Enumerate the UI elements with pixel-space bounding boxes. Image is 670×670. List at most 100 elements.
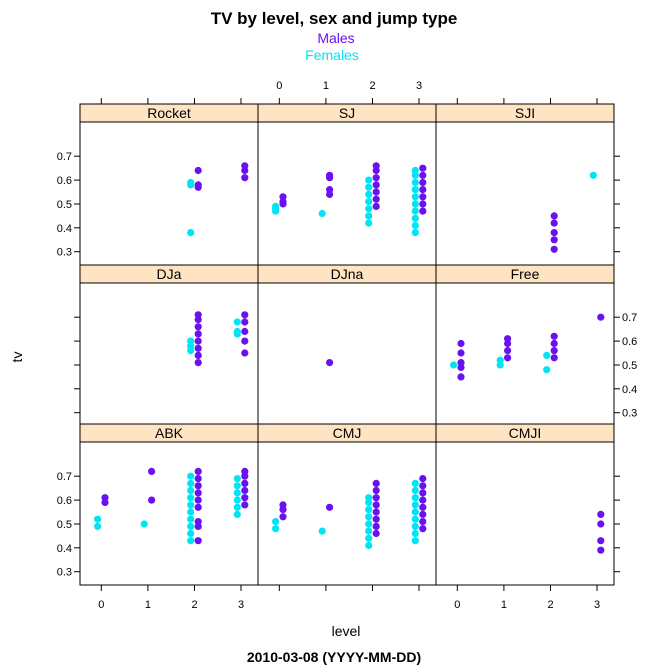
panel-frame-cmj <box>257 441 437 586</box>
point-cmj-males-8 <box>372 501 380 509</box>
point-cmj-males-6 <box>372 515 380 523</box>
point-sji-males-4 <box>550 245 558 253</box>
strip-label-dja: DJa <box>157 266 182 282</box>
y-tick-label-left-0-0.6: 0.6 <box>57 175 72 187</box>
point-cmj-females-0 <box>272 518 280 526</box>
point-abk-males-16 <box>241 479 249 487</box>
point-abk-males-6 <box>194 518 202 526</box>
point-free-males-2 <box>457 359 465 367</box>
point-dja-females-2 <box>187 347 195 355</box>
point-dja-males-9 <box>241 337 249 345</box>
point-cmj-females-15 <box>411 508 419 516</box>
point-abk-females-12 <box>187 472 195 480</box>
point-sj-females-14 <box>411 207 419 215</box>
point-free-females-4 <box>543 351 551 359</box>
point-abk-females-16 <box>233 489 241 497</box>
point-cmj-females-4 <box>365 534 373 542</box>
point-sj-females-4 <box>365 219 373 227</box>
x-tick-label-bottom-2-0: 0 <box>454 599 460 611</box>
point-dja-males-0 <box>194 359 202 367</box>
point-abk-females-0 <box>94 515 102 523</box>
point-sj-females-13 <box>411 214 419 222</box>
point-free-males-9 <box>550 354 558 362</box>
point-sj-females-17 <box>411 186 419 194</box>
point-cmj-males-15 <box>419 503 427 511</box>
point-abk-males-3 <box>148 496 156 504</box>
point-abk-males-1 <box>101 498 109 507</box>
y-tick-label-left-2-0.5: 0.5 <box>57 519 72 531</box>
point-cmji-males-3 <box>597 546 605 554</box>
panel-frame-rocket <box>79 121 259 266</box>
point-sj-males-10 <box>372 181 380 189</box>
y-tick-label-left-0-0.3: 0.3 <box>57 247 72 259</box>
y-tick-label-left-2-0.6: 0.6 <box>57 495 72 507</box>
point-abk-females-6 <box>187 515 195 523</box>
point-sj-males-18 <box>419 178 427 187</box>
point-dja-males-12 <box>241 311 249 319</box>
point-sj-males-20 <box>419 164 427 172</box>
point-cmj-males-10 <box>372 486 380 495</box>
point-free-males-10 <box>550 347 558 355</box>
panel-djna: DJna <box>257 264 437 427</box>
panel-dja: DJa <box>79 264 259 427</box>
point-sj-males-19 <box>419 171 427 179</box>
panel-cmj: CMJ <box>257 423 437 586</box>
point-cmj-males-5 <box>372 522 380 531</box>
point-free-females-0 <box>450 361 458 369</box>
x-tick-label-bottom-0-1: 1 <box>145 599 151 611</box>
point-dja-males-2 <box>194 344 202 352</box>
point-abk-males-8 <box>194 496 202 504</box>
point-sji-males-2 <box>550 229 558 237</box>
point-cmj-males-16 <box>419 496 427 504</box>
point-dja-females-3 <box>233 318 241 326</box>
x-tick-label-bottom-0-0: 0 <box>98 599 104 611</box>
point-dja-males-5 <box>194 323 202 331</box>
x-axis-label: level <box>332 623 361 639</box>
y-tick-label-left-2-0.4: 0.4 <box>57 543 72 555</box>
point-sj-females-20 <box>411 166 419 175</box>
point-sj-males-13 <box>372 162 380 170</box>
point-cmj-males-18 <box>419 482 427 490</box>
plot-area: Rocket SJ SJI DJa DJna Free ABK CMJ CMJI 0 1 2 3 0 1 2 3… <box>57 80 638 611</box>
panel-frame-djna <box>257 282 437 427</box>
x-tick-label-bottom-2-3: 3 <box>594 599 600 611</box>
point-cmj-males-19 <box>419 475 427 483</box>
point-cmj-males-1 <box>279 506 287 514</box>
point-sj-males-8 <box>372 195 380 203</box>
point-sj-females-2 <box>272 207 280 215</box>
point-sj-females-8 <box>365 190 373 198</box>
panel-frame-dja <box>79 282 259 427</box>
strip-label-cmj: CMJ <box>333 425 362 441</box>
x-tick-label-bottom-2-2: 2 <box>547 599 553 611</box>
point-rocket-males-0 <box>194 166 202 175</box>
point-cmji-males-1 <box>597 520 605 528</box>
point-free-females-3 <box>543 366 551 374</box>
point-cmj-females-19 <box>411 479 419 487</box>
point-cmj-females-3 <box>365 541 373 550</box>
point-free-females-2 <box>496 356 504 364</box>
point-abk-males-2 <box>148 467 156 475</box>
chart-title: TV by level, sex and jump type <box>211 9 458 28</box>
y-tick-label-left-2-0.7: 0.7 <box>57 471 72 483</box>
axis-ticks: 0 1 2 3 0 1 2 3 0 1 2 3 0.3 0.4 0.5 0.6 0.7 0.3 0.4 0.5 0.6 0… <box>57 80 638 611</box>
point-abk-males-4 <box>194 537 202 545</box>
point-sji-males-3 <box>550 236 558 244</box>
x-tick-label-bottom-0-2: 2 <box>191 599 197 611</box>
point-abk-males-13 <box>241 501 249 509</box>
point-rocket-males-4 <box>241 166 249 175</box>
y-tick-label-left-2-0.3: 0.3 <box>57 567 72 579</box>
point-sj-males-11 <box>372 174 380 182</box>
strip-label-abk: ABK <box>155 425 184 441</box>
point-cmj-males-4 <box>372 529 380 538</box>
point-sj-females-6 <box>365 205 373 213</box>
point-rocket-males-2 <box>194 181 202 189</box>
y-tick-label-right-0.6: 0.6 <box>622 336 637 348</box>
point-sj-males-9 <box>372 188 380 196</box>
point-abk-females-7 <box>187 508 195 516</box>
panel-frame-cmji <box>435 441 615 586</box>
point-abk-females-2 <box>140 520 148 528</box>
legend-females: Females <box>305 47 359 63</box>
point-sj-females-5 <box>365 212 373 220</box>
strip-label-sji: SJI <box>515 105 535 121</box>
point-dja-females-5 <box>233 330 241 338</box>
